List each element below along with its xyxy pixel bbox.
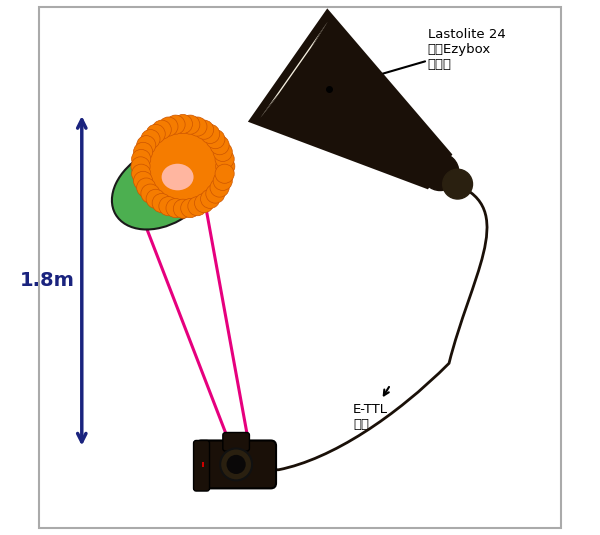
Circle shape — [188, 196, 207, 216]
Circle shape — [159, 196, 178, 216]
Circle shape — [159, 117, 178, 136]
Circle shape — [422, 153, 459, 190]
Text: Lastolite 24
英寸Ezybox
柔光箱: Lastolite 24 英寸Ezybox 柔光箱 — [334, 28, 505, 89]
Circle shape — [210, 135, 229, 155]
Circle shape — [188, 117, 207, 136]
Circle shape — [131, 149, 151, 169]
Circle shape — [443, 169, 473, 199]
Polygon shape — [311, 21, 328, 48]
Circle shape — [131, 164, 151, 184]
Circle shape — [146, 189, 165, 209]
Circle shape — [210, 178, 229, 197]
Circle shape — [215, 164, 234, 184]
Bar — [202, 462, 204, 467]
FancyBboxPatch shape — [223, 432, 250, 451]
FancyBboxPatch shape — [196, 440, 276, 488]
Circle shape — [215, 157, 235, 176]
Circle shape — [200, 124, 220, 143]
Circle shape — [200, 189, 220, 209]
Circle shape — [213, 142, 232, 162]
Circle shape — [152, 120, 172, 139]
Text: E-TTL
线缆: E-TTL 线缆 — [353, 387, 389, 431]
Ellipse shape — [161, 164, 194, 190]
Circle shape — [134, 171, 152, 190]
Circle shape — [220, 448, 252, 480]
Circle shape — [141, 129, 160, 149]
Circle shape — [206, 129, 225, 149]
Ellipse shape — [112, 146, 211, 230]
Circle shape — [131, 157, 150, 176]
Circle shape — [227, 455, 246, 474]
Circle shape — [194, 194, 214, 212]
Circle shape — [137, 135, 156, 155]
Polygon shape — [260, 21, 328, 118]
Circle shape — [137, 121, 228, 212]
Polygon shape — [260, 93, 280, 118]
Circle shape — [137, 178, 156, 197]
Text: 1.8m: 1.8m — [20, 271, 74, 291]
Circle shape — [181, 198, 200, 218]
Circle shape — [173, 199, 193, 218]
Circle shape — [213, 171, 232, 190]
Circle shape — [173, 114, 193, 134]
Circle shape — [206, 184, 225, 203]
Polygon shape — [248, 9, 452, 189]
Circle shape — [166, 115, 185, 134]
Circle shape — [166, 198, 185, 218]
Circle shape — [152, 194, 172, 212]
Circle shape — [215, 149, 234, 169]
FancyBboxPatch shape — [194, 440, 209, 491]
Circle shape — [194, 120, 214, 139]
Circle shape — [141, 184, 160, 203]
Circle shape — [181, 115, 200, 134]
Circle shape — [146, 124, 165, 143]
Circle shape — [134, 142, 152, 162]
